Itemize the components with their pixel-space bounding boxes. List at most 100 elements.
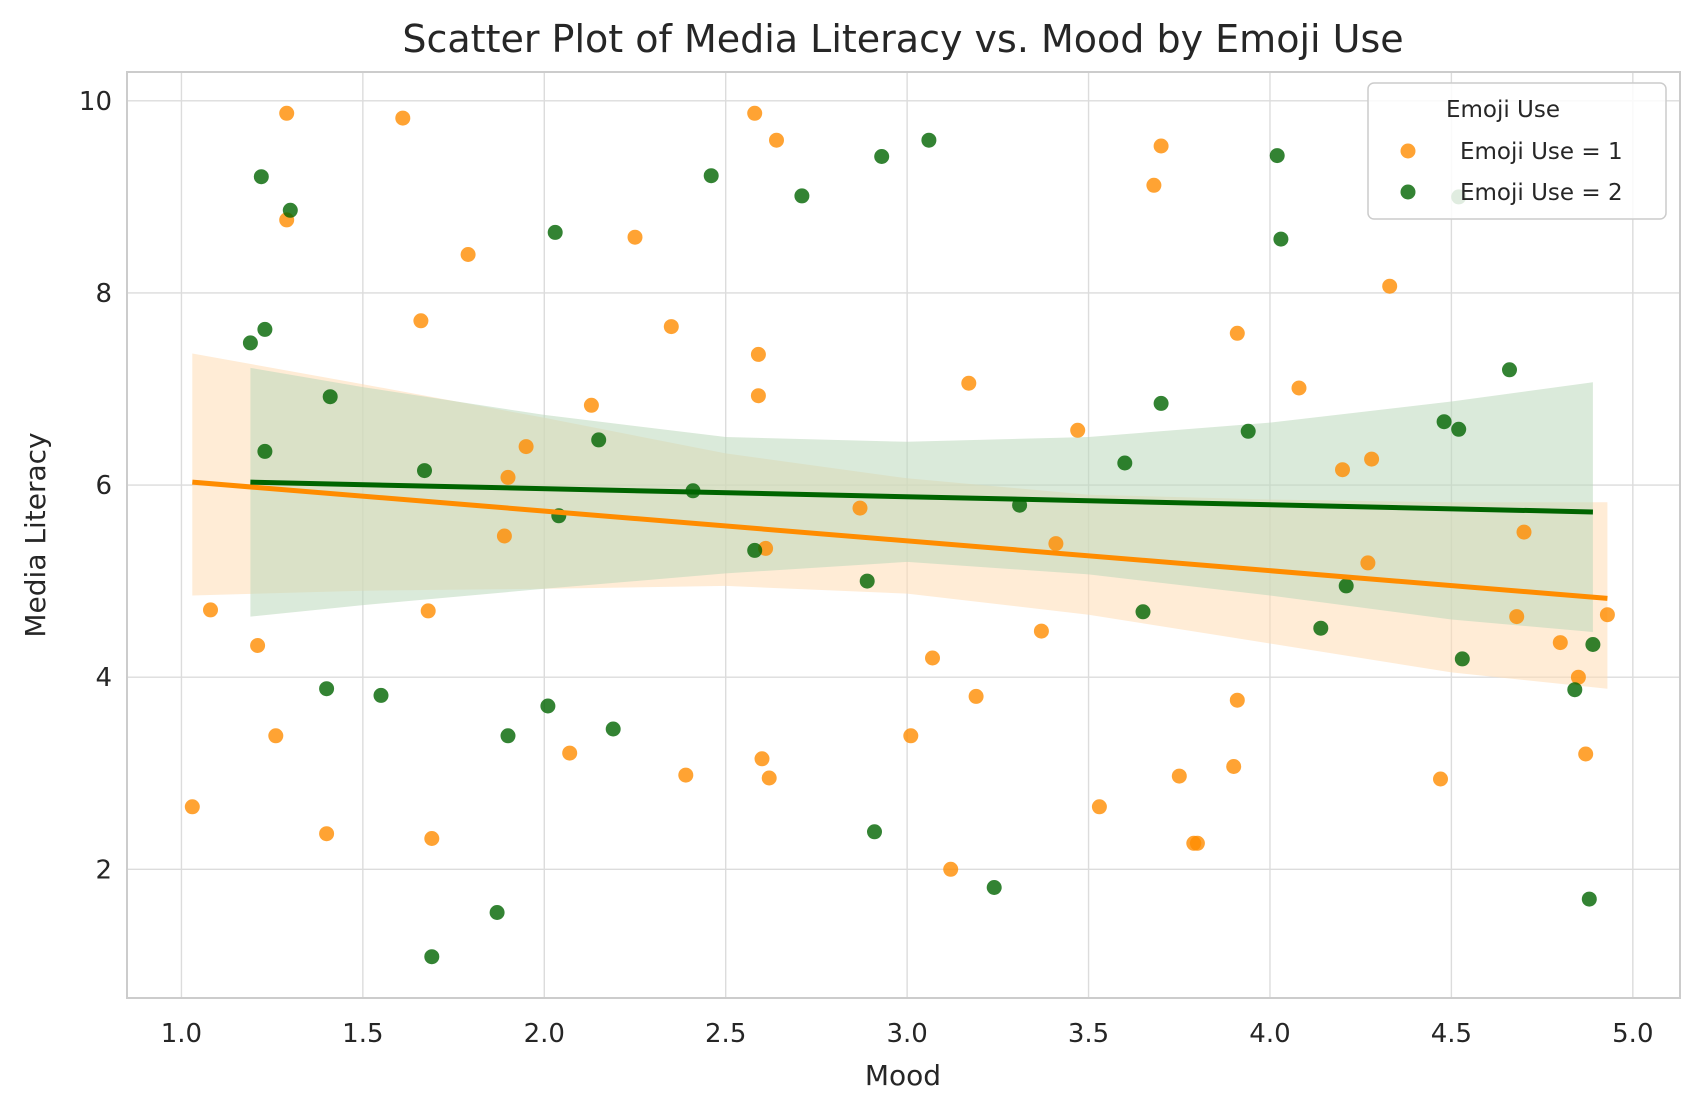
scatter-point	[961, 375, 977, 391]
regression-lines	[192, 479, 1608, 601]
legend-marker-series-1	[1400, 143, 1416, 159]
scatter-point	[518, 439, 534, 455]
scatter-point	[424, 949, 440, 965]
scatter-point	[257, 443, 273, 459]
scatter-point	[1048, 536, 1064, 552]
x-tick-label: 4.5	[1431, 1019, 1472, 1049]
scatter-point	[1269, 148, 1285, 164]
scatter-point	[184, 799, 200, 815]
scatter-point	[1070, 422, 1086, 438]
scatter-point	[925, 650, 940, 666]
scatter-point	[591, 432, 607, 448]
scatter-point	[282, 202, 298, 218]
scatter-points	[184, 105, 1615, 965]
scatter-point	[1433, 771, 1448, 787]
scatter-point	[1382, 278, 1398, 294]
scatter-point	[1581, 891, 1597, 907]
scatter-point	[867, 824, 882, 840]
scatter-point	[417, 463, 432, 479]
scatter-point	[750, 346, 766, 362]
scatter-point	[750, 388, 766, 404]
legend-title: Emoji Use	[1446, 97, 1560, 123]
legend-box	[1367, 82, 1667, 220]
x-tick-label: 3.0	[886, 1019, 927, 1049]
legend-label-series-1: Emoji Use = 1	[1460, 139, 1623, 165]
x-tick-label: 2.5	[705, 1019, 746, 1049]
scatter-point	[761, 770, 777, 786]
scatter-point	[921, 132, 937, 148]
scatter-point	[562, 745, 578, 761]
scatter-point	[583, 397, 599, 413]
scatter-point	[1033, 623, 1049, 639]
scatter-point	[1135, 604, 1151, 620]
y-axis-label: Media Literacy	[19, 432, 52, 637]
scatter-point	[703, 168, 719, 184]
scatter-point	[1567, 682, 1583, 698]
chart-title: Scatter Plot of Media Literacy vs. Mood …	[402, 17, 1403, 61]
scatter-point	[1451, 421, 1467, 437]
scatter-point	[279, 105, 295, 121]
scatter-point	[257, 321, 273, 337]
x-tick-label: 1.0	[161, 1019, 202, 1049]
scatter-point	[540, 698, 556, 714]
scatter-point	[373, 687, 389, 703]
confidence-band-series-2	[250, 367, 1593, 632]
scatter-point	[242, 335, 258, 351]
x-tick-labels: 1.0 1.5 2.0 2.5 3.0 3.5 4.0 4.5 5.0	[161, 1019, 1654, 1049]
scatter-point	[1360, 555, 1376, 571]
scatter-point	[1338, 578, 1354, 594]
points-series-1	[184, 105, 1615, 877]
x-axis-label: Mood	[865, 1059, 941, 1092]
confidence-bands	[192, 353, 1608, 689]
scatter-point	[1229, 692, 1245, 708]
x-tick-label: 3.5	[1068, 1019, 1109, 1049]
scatter-point	[253, 169, 269, 185]
scatter-point	[1291, 380, 1307, 396]
regression-line-series-1	[192, 479, 1608, 601]
scatter-point	[1240, 423, 1256, 439]
scatter-point	[859, 573, 875, 589]
scatter-point	[1273, 231, 1289, 247]
scatter-point	[395, 110, 411, 126]
scatter-point	[747, 542, 763, 558]
scatter-point	[203, 602, 218, 618]
scatter-point	[663, 319, 679, 335]
scatter-point	[852, 500, 868, 516]
scatter-point	[547, 224, 563, 240]
x-tick-label: 2.0	[524, 1019, 565, 1049]
scatter-point	[678, 767, 694, 783]
scatter-point	[1171, 768, 1187, 784]
y-tick-labels: 2 4 6 8 10	[79, 87, 112, 885]
scatter-point	[489, 905, 505, 920]
scatter-point	[968, 688, 984, 704]
y-tick-label: 8	[95, 279, 112, 309]
scatter-point	[420, 603, 436, 619]
plot-frame	[126, 71, 1681, 999]
y-tick-label: 2	[95, 855, 112, 885]
scatter-point	[1585, 637, 1601, 652]
scatter-point	[794, 188, 810, 204]
scatter-point	[986, 880, 1002, 895]
scatter-point	[424, 831, 440, 846]
scatter-point	[1552, 635, 1568, 651]
x-tick-label: 5.0	[1612, 1019, 1653, 1049]
scatter-point	[1502, 362, 1517, 378]
regression-line-series-2	[250, 479, 1593, 515]
x-tick-label: 4.0	[1249, 1019, 1290, 1049]
scatter-point	[1335, 462, 1350, 478]
scatter-point	[1091, 799, 1107, 815]
scatter-point	[874, 149, 890, 164]
scatter-point	[1229, 325, 1245, 341]
scatter-point	[268, 728, 284, 744]
legend-label-series-2: Emoji Use = 2	[1460, 180, 1623, 206]
scatter-point	[250, 638, 266, 653]
scatter-point	[1313, 620, 1329, 636]
legend-marker-series-2	[1400, 184, 1416, 200]
scatter-point	[1578, 746, 1594, 762]
scatter-point	[1454, 651, 1470, 667]
scatter-point	[1599, 607, 1615, 623]
x-tick-label: 1.5	[342, 1019, 383, 1049]
scatter-point	[1226, 759, 1242, 774]
scatter-point	[319, 826, 335, 842]
